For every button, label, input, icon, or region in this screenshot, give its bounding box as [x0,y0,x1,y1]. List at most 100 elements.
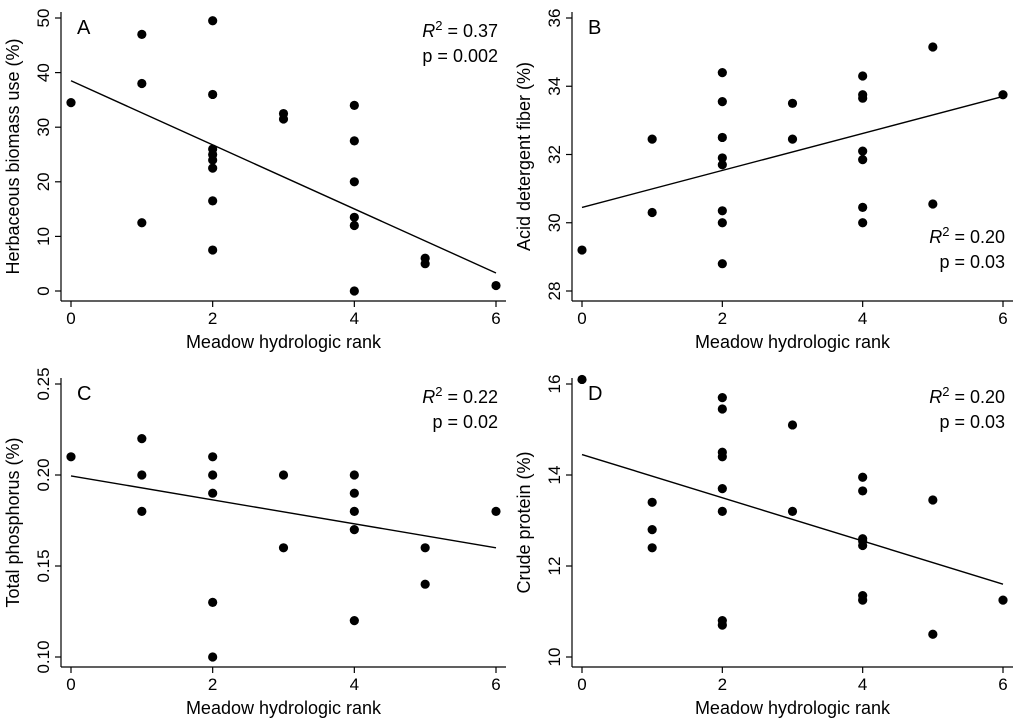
data-point [349,525,359,535]
data-point [858,202,868,212]
data-point [787,420,798,430]
data-point [717,506,727,516]
y-tick-label: 12 [545,557,564,576]
r-squared-value: = 0.20 [949,387,1005,407]
x-tick-label: 0 [577,309,586,328]
y-tick-label: 16 [545,375,564,394]
data-point [787,98,798,108]
data-point [208,16,218,26]
data-point [349,212,359,222]
x-axis-title: Meadow hydrologic rank [695,698,891,718]
data-point [717,68,727,78]
data-point [208,452,218,462]
data-point [858,540,868,551]
r-symbol: R [422,21,435,41]
data-point [349,177,359,187]
data-point [858,71,868,81]
data-point [208,597,218,608]
y-tick-label: 0.25 [34,367,53,400]
data-point [349,220,359,231]
r-squared-label: R2 = 0.37 [422,18,498,41]
data-point [647,525,657,535]
data-point [420,579,430,589]
data-point [717,404,727,414]
y-tick-label: 30 [34,118,53,137]
data-point [349,136,359,146]
y-tick-label: 0.15 [34,549,53,582]
y-axis-title: Total phosphorus (%) [3,437,23,607]
data-point [208,163,218,173]
r-symbol: R [422,387,435,407]
data-point [787,506,798,516]
data-point [208,488,218,498]
y-tick-label: 30 [545,213,564,232]
data-point [137,78,147,89]
r-superscript: 2 [435,18,442,33]
y-tick-label: 0 [34,286,53,295]
y-tick-label: 0.10 [34,640,53,673]
data-point [137,470,147,480]
y-axis-title: Acid detergent fiber (%) [514,62,534,251]
data-point [717,218,727,228]
data-point [137,218,147,228]
regression-line [70,80,497,274]
data-point [278,114,289,124]
data-point [66,452,76,462]
data-point [858,472,868,482]
data-point [349,488,359,498]
data-point [858,93,868,103]
x-tick-label: 6 [491,675,500,694]
p-value-label: p = 0.02 [432,412,498,432]
data-point [717,393,727,403]
data-point [349,506,359,516]
data-point [647,207,657,218]
chart-panel-c: 0 2 4 6 0.10 0.15 0.20 0.25 Meadow hydrologic ra… [3,367,506,718]
data-point [208,245,218,255]
data-point [577,374,587,385]
data-point [717,206,727,216]
data-point [208,89,218,100]
r-squared-value: = 0.37 [442,21,498,41]
y-tick-label: 0.20 [34,458,53,491]
x-tick-label: 4 [350,675,359,694]
x-tick-label: 2 [718,309,727,328]
y-tick-label: 14 [545,466,564,485]
data-point [137,434,147,444]
data-point [717,160,727,170]
data-point [647,543,657,553]
r-squared-label: R2 = 0.20 [929,224,1005,247]
data-point [137,29,147,39]
data-point [278,543,289,553]
regression-line [581,95,1004,209]
y-tick-label: 10 [34,227,53,246]
x-tick-label: 2 [718,675,727,694]
p-value-label: p = 0.03 [939,412,1005,432]
x-axis-title: Meadow hydrologic rank [186,698,382,718]
y-tick-label: 20 [34,172,53,191]
r-superscript: 2 [435,384,442,399]
chart-panel-d: 0 2 4 6 10 12 14 16 Meadow hydrologic rank Crude … [514,375,1013,718]
x-tick-label: 6 [998,309,1007,328]
data-point [928,199,938,209]
data-point [998,595,1008,605]
data-point [349,616,359,626]
r-squared-value: = 0.22 [442,387,498,407]
regression-line [581,453,1004,585]
x-tick-label: 2 [208,309,217,328]
y-tick-label: 36 [545,9,564,28]
data-point [928,42,938,52]
x-tick-label: 6 [998,675,1007,694]
data-point [420,259,430,269]
data-point [717,97,727,107]
y-tick-label: 10 [545,648,564,667]
panel-label: C [77,383,91,405]
data-point [858,218,868,228]
r-superscript: 2 [942,224,949,239]
x-tick-label: 0 [577,675,586,694]
x-tick-label: 2 [208,675,217,694]
data-point [998,90,1008,100]
chart-panel-a: 0 2 4 6 0 10 20 30 40 50 Meadow hydrologic rank Her… [3,9,506,352]
r-symbol: R [929,387,942,407]
data-point [928,629,938,639]
data-point [420,543,430,553]
